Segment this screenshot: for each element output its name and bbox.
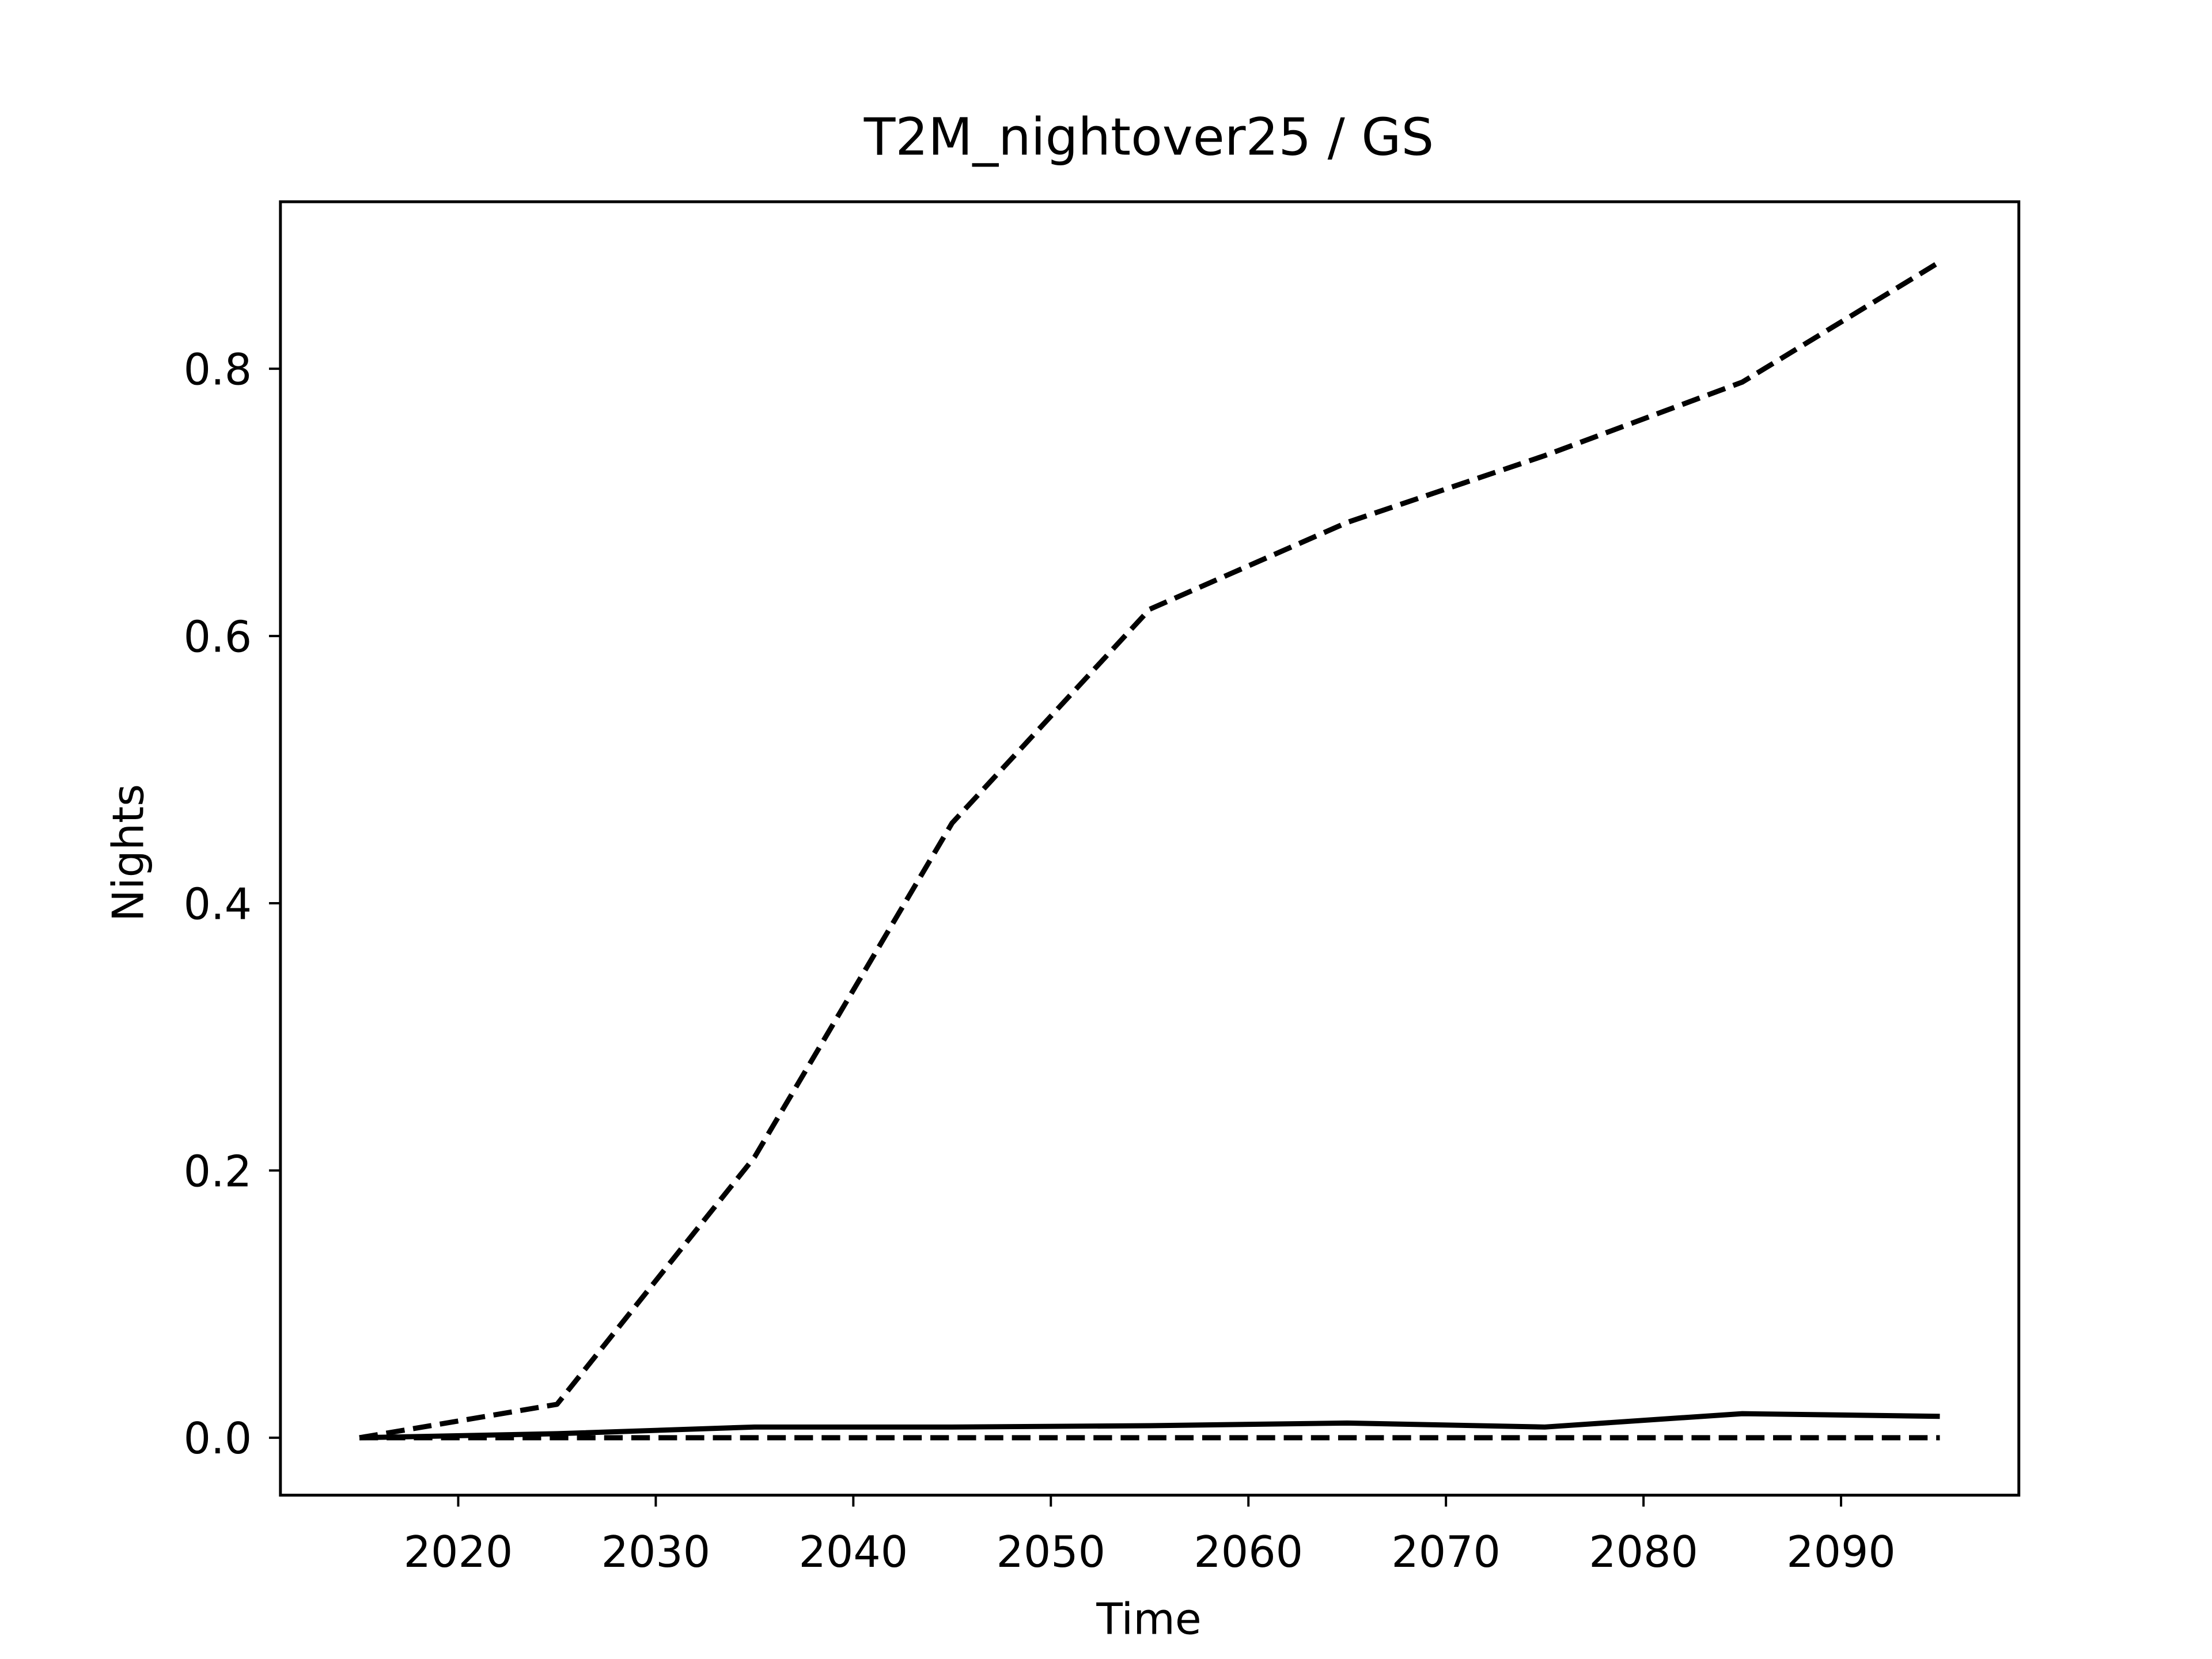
series-line [359, 1411, 1940, 1441]
x-tick-label: 2060 [1194, 1527, 1303, 1577]
y-tick-label: 0.6 [184, 612, 252, 662]
chart-title: T2M_nightover25 / GS [863, 107, 1434, 167]
x-axis-label: Time [1096, 1594, 1201, 1645]
y-tick-label: 0.2 [184, 1146, 252, 1196]
y-tick-label: 0.8 [184, 344, 252, 395]
plot-frame [279, 200, 2021, 1497]
y-axis-label: Nights [103, 784, 153, 922]
y-tick-label: 0.0 [184, 1414, 252, 1464]
x-tick-label: 2040 [799, 1527, 908, 1577]
x-tick-label: 2090 [1786, 1527, 1896, 1577]
x-tick-label: 2020 [404, 1527, 513, 1577]
x-tick-label: 2080 [1589, 1527, 1698, 1577]
series-line [359, 259, 1941, 1441]
x-tick-label: 2070 [1391, 1527, 1501, 1577]
x-tick-label: 2030 [601, 1527, 711, 1577]
x-tick-label: 2050 [996, 1527, 1105, 1577]
y-tick-label: 0.4 [184, 879, 252, 929]
